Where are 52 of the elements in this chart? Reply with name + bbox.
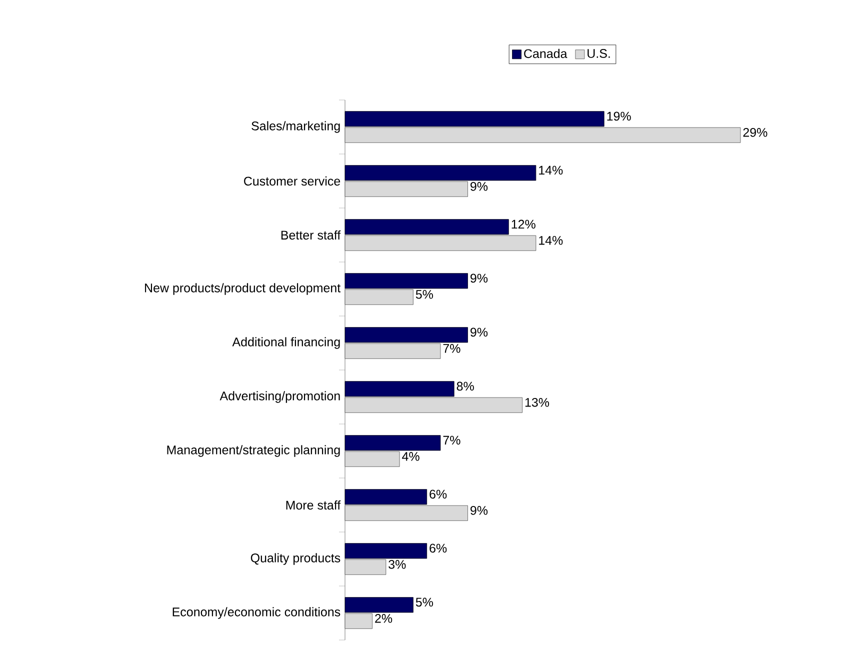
- data-label: 7%: [443, 436, 460, 445]
- y-tick-label: Additional financing: [232, 337, 340, 349]
- data-label: 9%: [470, 506, 488, 515]
- data-label: 13%: [525, 398, 550, 407]
- y-tick-label: Better staff: [281, 230, 341, 240]
- data-label: 9%: [470, 274, 488, 283]
- data-label: 5%: [416, 598, 434, 607]
- bar: [344, 289, 414, 305]
- bar: [344, 559, 386, 575]
- bar: [344, 597, 414, 613]
- bar: [344, 111, 604, 127]
- data-label: 6%: [430, 544, 447, 553]
- data-label: 9%: [470, 182, 488, 191]
- y-tick-label: Quality products: [250, 553, 340, 565]
- data-label: 29%: [743, 128, 768, 137]
- bar: [344, 397, 522, 413]
- data-label: 19%: [607, 112, 631, 121]
- data-label: 14%: [539, 236, 563, 245]
- data-label: 14%: [539, 166, 563, 175]
- bar: [344, 181, 468, 197]
- data-label: 8%: [456, 382, 474, 391]
- bar: [344, 505, 468, 521]
- bar: [344, 489, 428, 505]
- y-tick-label: New products/product development: [145, 283, 340, 295]
- data-label: 5%: [416, 290, 434, 299]
- data-label: 9%: [470, 328, 488, 337]
- bar: [344, 543, 428, 559]
- legend-label: U.S.: [588, 49, 610, 58]
- data-label: 12%: [512, 220, 536, 229]
- bar: [344, 435, 441, 451]
- y-tick-label: Sales/marketing: [252, 121, 340, 133]
- data-label: 6%: [430, 490, 447, 499]
- data-label: 2%: [375, 614, 392, 623]
- y-tick-label: Management/strategic planning: [167, 445, 340, 457]
- data-label: 7%: [443, 344, 460, 353]
- bar: [344, 127, 741, 143]
- y-tick-label: Economy/economic conditions: [172, 607, 340, 619]
- bar: [344, 451, 400, 467]
- bar: [344, 613, 372, 629]
- bar: [344, 273, 468, 289]
- bar: [344, 219, 509, 235]
- bar: [344, 381, 454, 397]
- bar: [344, 343, 441, 359]
- bar: [344, 235, 536, 251]
- data-label: 4%: [402, 452, 420, 461]
- legend-label: Canada: [524, 48, 568, 58]
- y-tick-label: Advertising/promotion: [220, 391, 340, 403]
- y-tick-label: More staff: [286, 500, 341, 510]
- bar: [344, 165, 536, 181]
- data-label: 3%: [388, 560, 406, 569]
- y-tick-label: Customer service: [244, 176, 340, 186]
- bar: [344, 327, 468, 343]
